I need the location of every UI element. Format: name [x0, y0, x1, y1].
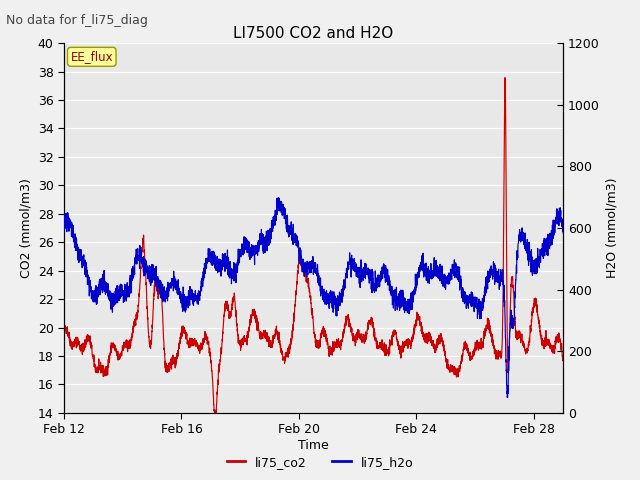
Text: No data for f_li75_diag: No data for f_li75_diag	[6, 14, 148, 27]
Y-axis label: H2O (mmol/m3): H2O (mmol/m3)	[605, 178, 618, 278]
Y-axis label: CO2 (mmol/m3): CO2 (mmol/m3)	[19, 178, 32, 278]
Title: LI7500 CO2 and H2O: LI7500 CO2 and H2O	[234, 25, 394, 41]
Text: EE_flux: EE_flux	[70, 50, 113, 63]
Legend: li75_co2, li75_h2o: li75_co2, li75_h2o	[221, 451, 419, 474]
X-axis label: Time: Time	[298, 439, 329, 452]
